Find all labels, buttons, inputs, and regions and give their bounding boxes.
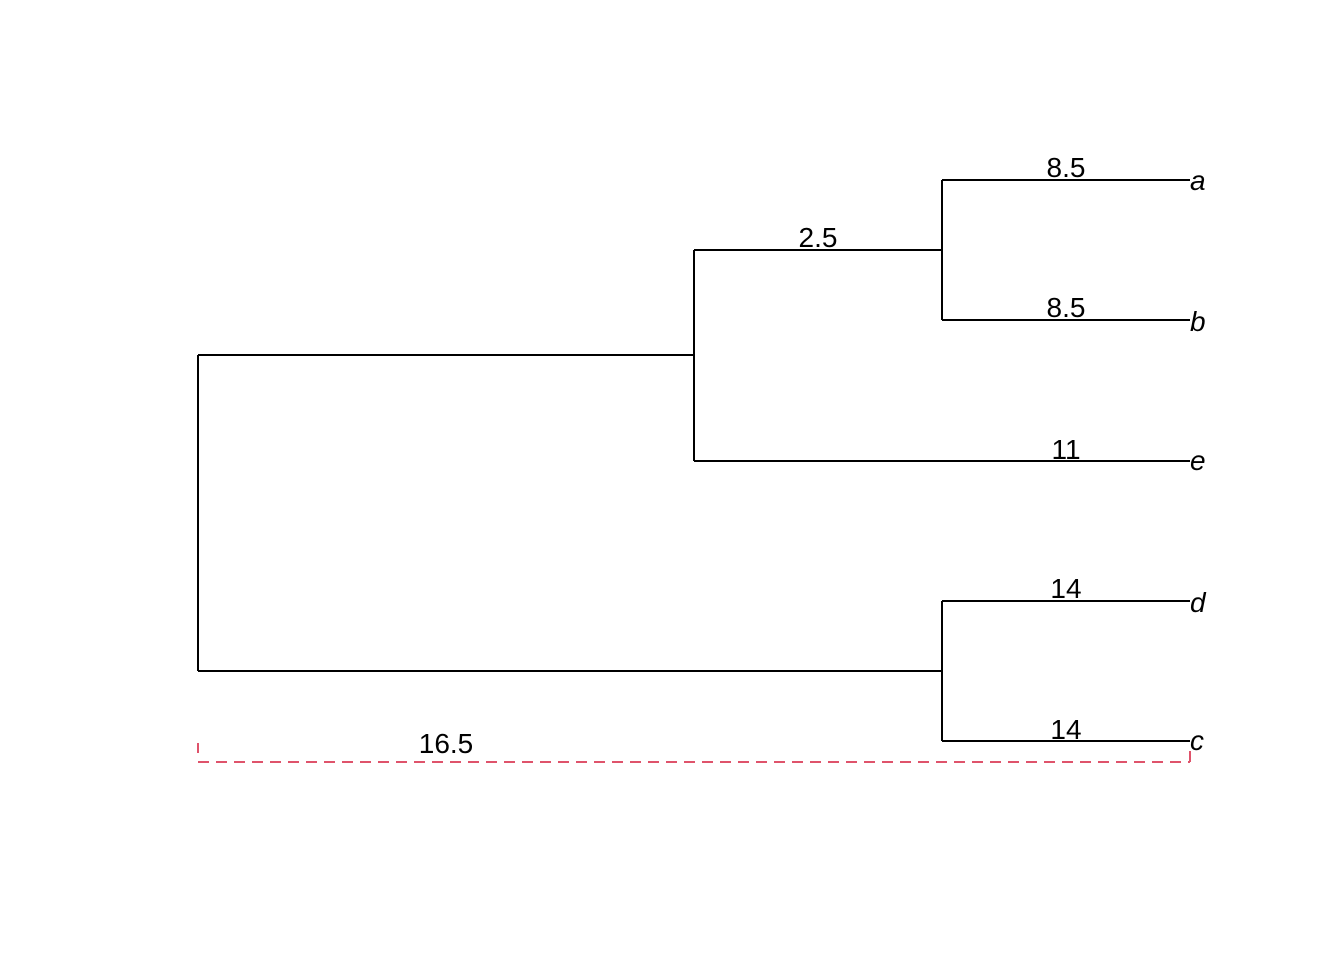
- branches: [197, 179, 1190, 742]
- tip-labels: a b e d c: [1190, 165, 1207, 756]
- edge-label-d: 14: [1050, 573, 1081, 604]
- tip-label-d: d: [1190, 587, 1207, 618]
- root-span: 16.5: [197, 728, 1191, 763]
- tip-label-b: b: [1190, 306, 1206, 337]
- tip-label-a: a: [1190, 165, 1206, 196]
- edge-label-e: 11: [1051, 434, 1080, 465]
- tip-label-e: e: [1190, 445, 1206, 476]
- edge-label-a: 8.5: [1047, 152, 1086, 183]
- root-span-label: 16.5: [419, 728, 474, 759]
- edge-labels: 8.5 8.5 11 14 14 2.5: [799, 152, 1086, 745]
- edge-label-c: 14: [1050, 714, 1081, 745]
- tip-label-c: c: [1190, 725, 1204, 756]
- edge-label-b: 8.5: [1047, 292, 1086, 323]
- edge-label-ab-parent: 2.5: [799, 222, 838, 253]
